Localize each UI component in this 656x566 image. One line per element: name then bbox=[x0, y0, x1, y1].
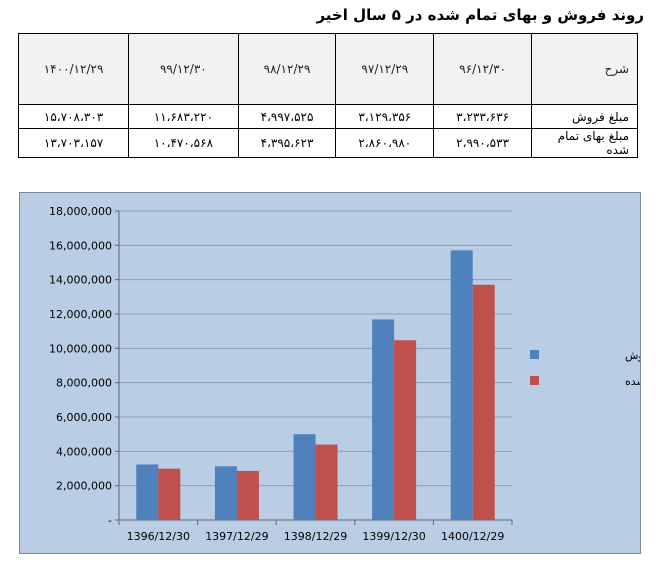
column-header: ۱۴۰۰/۱۲/۲۹ bbox=[17, 33, 130, 105]
bar bbox=[372, 319, 395, 520]
x-tick-label: 1399/12/30 bbox=[362, 530, 425, 543]
y-tick-label: 16,000,000 bbox=[49, 239, 112, 252]
table-header-row: شرح ۹۶/۱۲/۳۰ ۹۷/۱۲/۲۹ ۹۸/۱۲/۲۹ ۹۹/۱۲/۳۰ … bbox=[17, 33, 638, 105]
y-tick-label: 10,000,000 bbox=[49, 342, 112, 355]
table-cell: ۴،۹۹۷،۵۲۵ bbox=[237, 104, 337, 129]
table-cell: ۲،۹۹۰،۵۳۳ bbox=[433, 128, 532, 158]
x-tick-label: 1397/12/29 bbox=[205, 530, 268, 543]
table-cell: ۳،۱۲۹،۳۵۶ bbox=[335, 104, 435, 129]
column-header: ۹۷/۱۲/۲۹ bbox=[335, 33, 435, 105]
bar bbox=[472, 284, 495, 520]
y-tick-label: 18,000,000 bbox=[49, 205, 112, 218]
x-tick-label: 1398/12/29 bbox=[284, 530, 347, 543]
x-tick-label: 1396/12/30 bbox=[127, 530, 190, 543]
table-cell: ۳،۲۳۳،۶۳۶ bbox=[433, 104, 532, 129]
y-tick-label: 4,000,000 bbox=[56, 445, 112, 458]
bar bbox=[315, 444, 338, 520]
bar bbox=[236, 470, 259, 520]
chart-title: روند فروش و بهای تمام شده در ۵ سال اخیر bbox=[316, 6, 644, 24]
legend-swatch bbox=[530, 350, 539, 359]
y-tick-label: 6,000,000 bbox=[56, 411, 112, 424]
table-cell: ۱۰،۴۷۰،۵۶۸ bbox=[128, 128, 239, 158]
bar bbox=[158, 468, 181, 520]
column-header: ۹۶/۱۲/۳۰ bbox=[433, 33, 532, 105]
y-tick-label: 14,000,000 bbox=[49, 274, 112, 287]
y-tick-label: 12,000,000 bbox=[49, 308, 112, 321]
table-row: مبلغ بهای تمام شده ۲،۹۹۰،۵۳۳ ۲،۸۶۰،۹۸۰ ۴… bbox=[17, 128, 638, 158]
bar bbox=[450, 250, 473, 520]
y-tick-label: - bbox=[108, 514, 112, 527]
table-cell: ۱۵،۷۰۸،۳۰۳ bbox=[17, 104, 130, 129]
bar bbox=[394, 340, 417, 520]
row-label: مبلغ فروش bbox=[531, 104, 638, 129]
legend-label: مبلغ فروش bbox=[625, 349, 640, 362]
bar-chart: - 2,000,000 4,000,000 6,000,000 8,000,000 10,… bbox=[49, 205, 640, 543]
column-header: ۹۹/۱۲/۳۰ bbox=[128, 33, 239, 105]
header-label: شرح bbox=[531, 33, 638, 105]
bar bbox=[136, 464, 159, 520]
chart-area: - 2,000,000 4,000,000 6,000,000 8,000,000 10,… bbox=[19, 192, 641, 554]
legend-swatch bbox=[530, 376, 539, 385]
column-header: ۹۸/۱۲/۲۹ bbox=[237, 33, 337, 105]
y-tick-label: 8,000,000 bbox=[56, 377, 112, 390]
legend-label: مبلغ بهای تمام شده bbox=[625, 375, 640, 388]
bar bbox=[293, 434, 316, 520]
row-label: مبلغ بهای تمام شده bbox=[531, 128, 638, 158]
table-cell: ۴،۳۹۵،۶۲۳ bbox=[237, 128, 337, 158]
x-tick-label: 1400/12/29 bbox=[441, 530, 504, 543]
table-row: مبلغ فروش ۳،۲۳۳،۶۳۶ ۳،۱۲۹،۳۵۶ ۴،۹۹۷،۵۲۵ … bbox=[17, 104, 638, 129]
y-tick-label: 2,000,000 bbox=[56, 480, 112, 493]
data-table: شرح ۹۶/۱۲/۳۰ ۹۷/۱۲/۲۹ ۹۸/۱۲/۲۹ ۹۹/۱۲/۳۰ … bbox=[17, 33, 638, 158]
bar bbox=[214, 466, 237, 520]
table-cell: ۱۱،۶۸۳،۲۲۰ bbox=[128, 104, 239, 129]
table-cell: ۲،۸۶۰،۹۸۰ bbox=[335, 128, 435, 158]
table-cell: ۱۳،۷۰۳،۱۵۷ bbox=[17, 128, 130, 158]
